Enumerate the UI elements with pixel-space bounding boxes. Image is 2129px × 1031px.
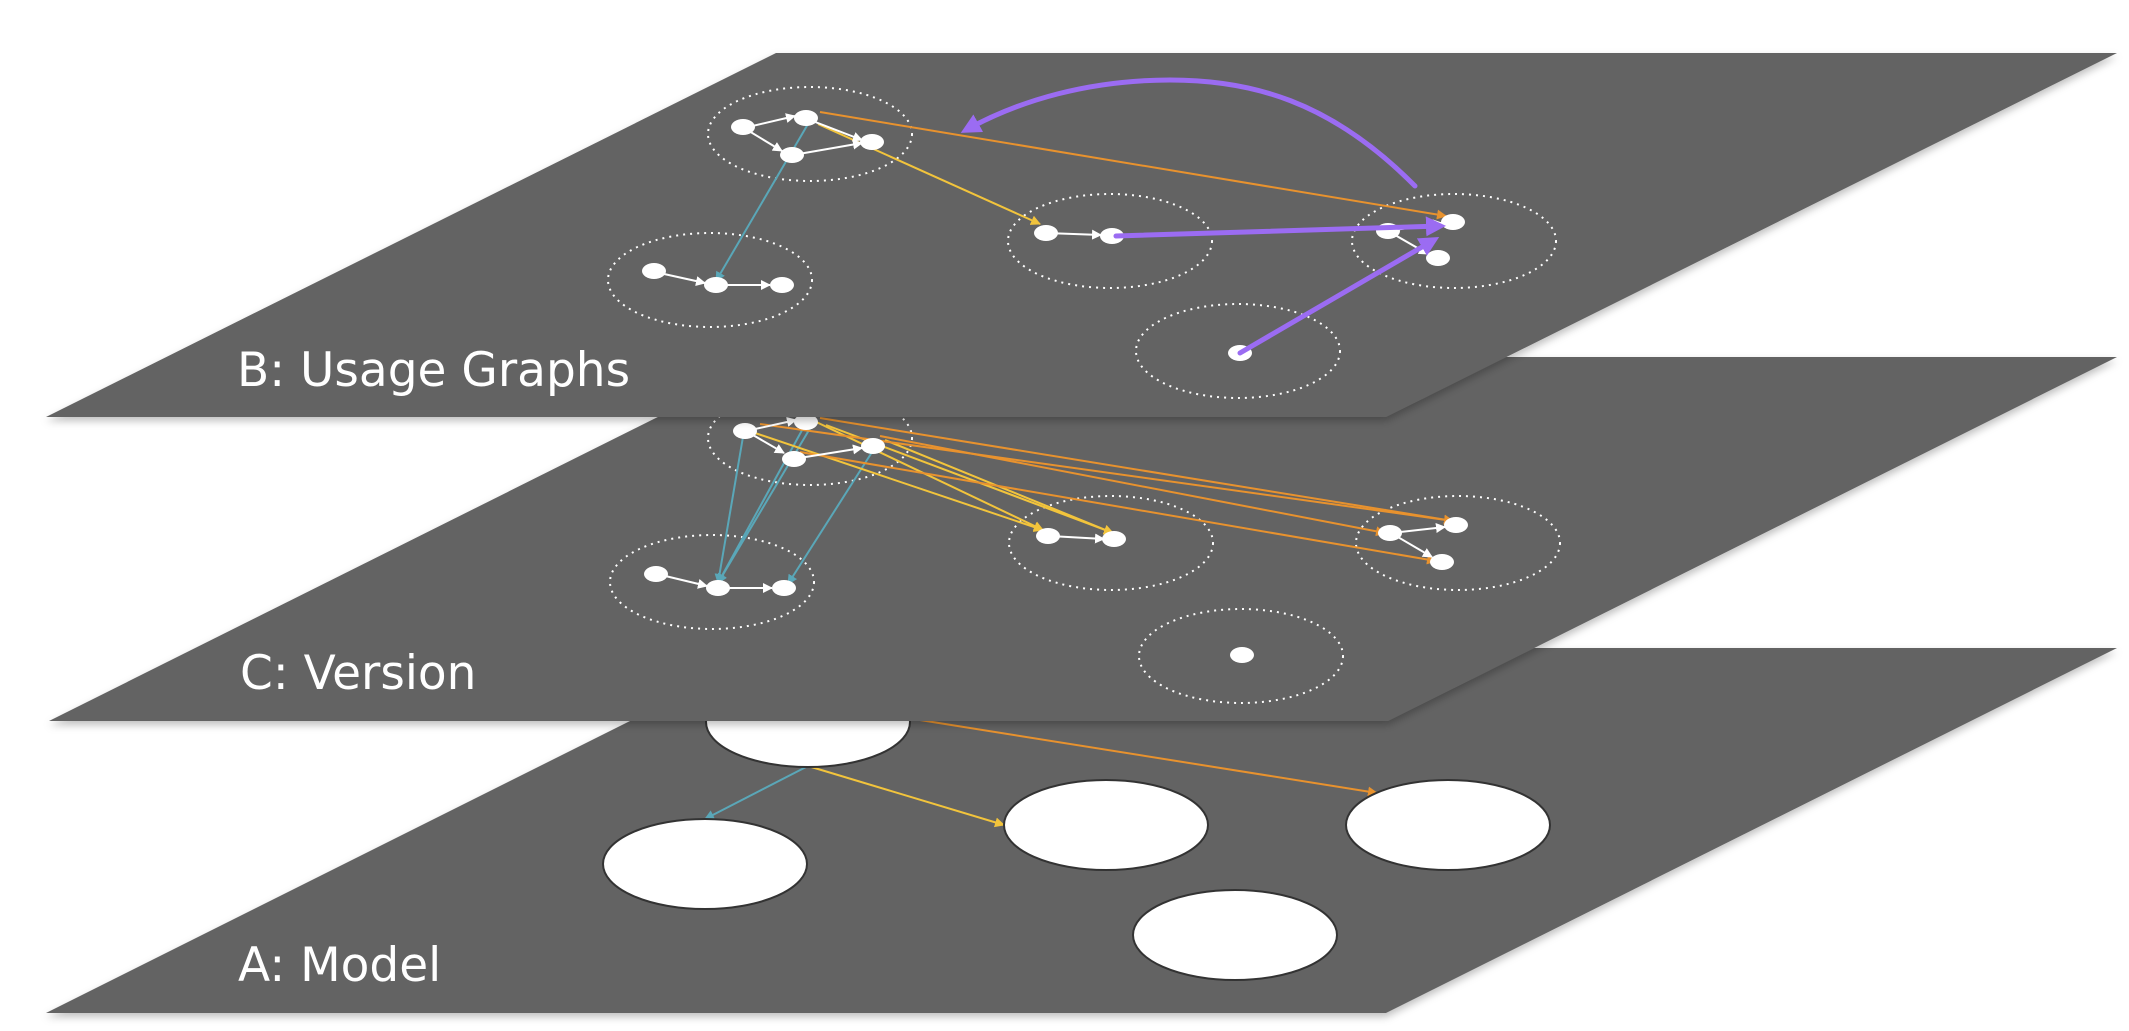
version-node [1102, 531, 1126, 547]
model-node-right [1345, 779, 1551, 871]
usage-cluster-bottom [1135, 303, 1341, 399]
version-nodes [644, 414, 1468, 663]
usage-edge-purple [1237, 236, 1440, 356]
usage-cluster-right [1351, 193, 1557, 289]
model-edges [704, 719, 1378, 828]
usage-node [1426, 250, 1450, 266]
version-edge-teal [717, 422, 807, 584]
version-edge-orange [879, 435, 1386, 537]
version-clusters [609, 390, 1561, 704]
version-node [782, 451, 806, 467]
layer-usage: B: Usage Graphs [46, 53, 2117, 417]
version-node [794, 414, 818, 430]
usage-clusters [607, 86, 1557, 399]
version-node [1036, 528, 1060, 544]
model-edge-orange [919, 719, 1378, 797]
model-node-left [602, 818, 808, 910]
model-node-bottom [1132, 889, 1338, 981]
version-edge-teal [714, 430, 745, 584]
version-edge-orange [799, 451, 1437, 565]
version-node [861, 438, 885, 454]
usage-node [770, 277, 794, 293]
model-nodes [602, 676, 1551, 981]
version-cluster-middle [1008, 495, 1214, 591]
usage-cluster-middle [1007, 193, 1213, 289]
version-edge-orange [819, 417, 1454, 525]
version-node [1378, 525, 1402, 541]
usage-edge-purple-arc [960, 77, 1418, 189]
version-node [1444, 517, 1468, 533]
usage-node [794, 110, 818, 126]
version-edge-yellow [754, 432, 1044, 532]
usage-node [860, 134, 884, 150]
usage-edge-internal [809, 119, 863, 142]
usage-node [780, 147, 804, 163]
version-cluster-bottom [1138, 608, 1344, 704]
usage-node [1034, 225, 1058, 241]
version-cluster-top [707, 390, 913, 486]
usage-node [1100, 228, 1124, 244]
layer-model: A: Model [46, 648, 2117, 1013]
usage-cluster-left [607, 232, 813, 328]
layer-version: C: Version [49, 357, 2117, 721]
version-node [1430, 554, 1454, 570]
usage-node [1441, 214, 1465, 230]
version-node [1230, 647, 1254, 663]
version-cluster-left [609, 534, 815, 630]
model-edge-teal [704, 765, 809, 820]
layer-label-version: C: Version [240, 646, 476, 701]
model-node-middle [1003, 779, 1209, 871]
usage-node [731, 119, 755, 135]
layer-label-model: A: Model [238, 938, 441, 993]
model-edge-yellow [807, 765, 1005, 828]
plane-version [49, 357, 2117, 721]
usage-edge-orange [819, 111, 1447, 220]
version-node [733, 423, 757, 439]
version-node [772, 580, 796, 596]
version-node [644, 566, 668, 582]
version-cluster-right [1355, 495, 1561, 591]
version-edge-teal [787, 448, 875, 585]
usage-node [704, 277, 728, 293]
usage-purple-edges [960, 77, 1446, 356]
usage-edge-internal [792, 139, 863, 156]
usage-edge-purple [1113, 216, 1446, 239]
usage-node [642, 263, 666, 279]
usage-cluster-top [707, 86, 913, 182]
version-node [706, 580, 730, 596]
layer-label-usage: B: Usage Graphs [237, 343, 630, 398]
